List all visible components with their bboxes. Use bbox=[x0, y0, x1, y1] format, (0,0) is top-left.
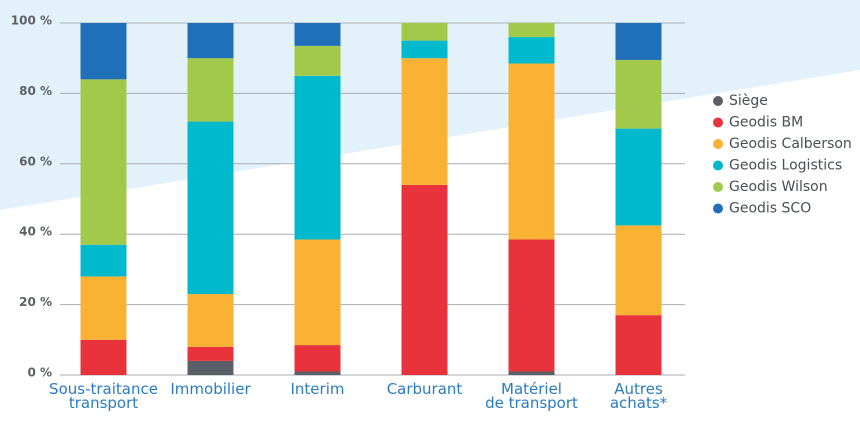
x-tick-label: Carburant bbox=[386, 380, 463, 398]
x-tick-label: Sous-traitance transport bbox=[49, 380, 158, 412]
legend-marker bbox=[713, 160, 723, 171]
bar-segment bbox=[508, 239, 555, 372]
y-tick-label: 100 % bbox=[11, 14, 52, 28]
bar-segment bbox=[80, 23, 127, 80]
bar-segment bbox=[401, 58, 448, 185]
bar-segment bbox=[80, 276, 127, 340]
bar-segment bbox=[80, 244, 127, 277]
y-tick-label: 0 % bbox=[27, 366, 52, 380]
bar-segment bbox=[187, 121, 234, 295]
y-tick-label: 20 % bbox=[19, 295, 52, 309]
bar-segment bbox=[508, 63, 555, 240]
legend-marker bbox=[713, 139, 723, 149]
bar-segment bbox=[80, 79, 127, 245]
bar-segment bbox=[294, 371, 341, 375]
legend-label: Siège bbox=[729, 93, 768, 109]
y-tick-label: 60 % bbox=[19, 154, 52, 168]
bar-segment bbox=[615, 59, 662, 129]
y-tick-label: 40 % bbox=[19, 225, 52, 239]
bar-segment bbox=[80, 339, 127, 375]
legend-label: Geodis SCO bbox=[729, 201, 811, 217]
x-tick-label: Interim bbox=[290, 380, 345, 398]
bar-segment bbox=[187, 23, 234, 59]
x-tick-label: Matériel de transport bbox=[485, 380, 578, 412]
bar-segment bbox=[508, 37, 555, 64]
legend-marker bbox=[713, 117, 723, 128]
legend-label: Geodis Calberson bbox=[729, 136, 852, 152]
bar-segment bbox=[615, 128, 662, 226]
bar-segment bbox=[615, 23, 662, 60]
bar-segment bbox=[508, 23, 555, 38]
bar-segment bbox=[187, 58, 234, 122]
bar-segment bbox=[401, 40, 448, 59]
legend-marker bbox=[713, 96, 723, 106]
bar-segment bbox=[615, 315, 662, 375]
x-tick-label: Autres achats* bbox=[609, 380, 668, 412]
bar-segment bbox=[187, 360, 234, 375]
plot: 0 % 20 % 40 % 60 % 80 % 100 % Siège Geodis BM Ge… bbox=[11, 14, 852, 380]
bar-segment bbox=[401, 23, 448, 41]
bar-segment bbox=[294, 239, 341, 346]
bar-segment bbox=[294, 345, 341, 372]
bar-segment bbox=[294, 23, 341, 46]
legend-marker bbox=[713, 203, 723, 214]
bar-segment bbox=[508, 371, 555, 375]
legend-label: Geodis Logistics bbox=[729, 158, 842, 174]
legend-label: Geodis BM bbox=[729, 115, 803, 131]
bar-segment bbox=[401, 184, 448, 375]
bar-segment bbox=[294, 45, 341, 76]
bar-segment bbox=[294, 75, 341, 240]
bar-segment bbox=[187, 294, 234, 347]
legend-label: Geodis Wilson bbox=[729, 179, 828, 195]
legend-marker bbox=[713, 182, 723, 192]
y-tick-label: 80 % bbox=[19, 84, 52, 98]
x-tick-label: Immobilier bbox=[170, 380, 251, 398]
bar-segment bbox=[615, 225, 662, 316]
bar-segment bbox=[187, 346, 234, 361]
